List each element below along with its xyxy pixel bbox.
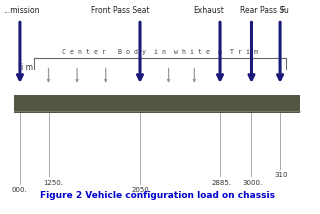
Bar (14, 95, 300, 113)
Text: 000.: 000. (11, 187, 27, 193)
Text: 3000.: 3000. (243, 180, 263, 186)
Text: 1250.: 1250. (43, 180, 63, 186)
Text: Exhaust: Exhaust (193, 6, 224, 15)
Text: 310: 310 (274, 172, 288, 178)
Text: C e n t e r   B o d y  i n  w h i t e  &  T r i m: C e n t e r B o d y i n w h i t e & T r … (62, 49, 258, 55)
Text: ...mission: ...mission (3, 6, 39, 15)
Text: Rear Pass S: Rear Pass S (240, 6, 284, 15)
Text: i m: i m (21, 63, 33, 72)
Text: 2050.: 2050. (132, 187, 151, 193)
Text: 2885.: 2885. (212, 180, 231, 186)
Text: Front Pass Seat: Front Pass Seat (91, 6, 149, 15)
Text: Fu: Fu (280, 6, 289, 15)
Text: Figure 2 Vehicle configuration load on chassis: Figure 2 Vehicle configuration load on c… (40, 191, 275, 200)
